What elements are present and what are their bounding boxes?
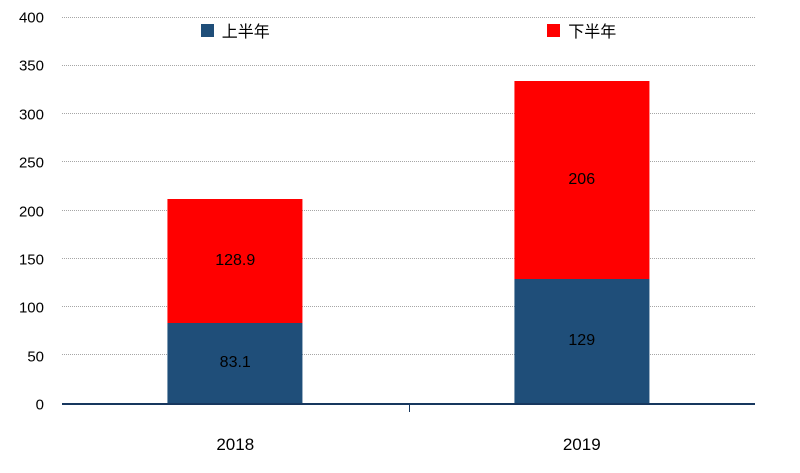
- y-tick-label: 300: [18, 106, 44, 124]
- gridline: [62, 113, 755, 115]
- gridline: [62, 257, 755, 259]
- bar-segment-2018-下半年[interactable]: 128.9: [167, 198, 303, 324]
- bar-segment-2019-下半年[interactable]: 206: [514, 80, 650, 279]
- plot-area: 83.1 128.9 129 206: [62, 17, 756, 412]
- category-slot-2018: 83.1 128.9: [62, 18, 409, 403]
- category-slot-2019: 129 206: [409, 18, 756, 403]
- legend-label-second-half: 下半年: [568, 24, 617, 41]
- y-tick-label: 100: [18, 299, 44, 317]
- x-category-label: 2018: [216, 435, 255, 454]
- data-label: 128.9: [215, 252, 256, 269]
- gridline: [62, 305, 755, 307]
- legend-item-first-half[interactable]: 上半年: [62, 18, 409, 42]
- bar-segment-2018-上半年[interactable]: 83.1: [167, 323, 303, 403]
- stacked-bar-2018[interactable]: 83.1 128.9: [167, 18, 303, 403]
- gridline: [62, 17, 755, 18]
- data-label: 83.1: [219, 354, 251, 372]
- x-axis-tick: [408, 403, 410, 412]
- gridline: [62, 161, 755, 163]
- bar-segment-2019-上半年[interactable]: 129: [514, 278, 650, 403]
- y-tick-label: 250: [18, 154, 44, 172]
- legend-swatch-second-half-icon: [547, 23, 561, 37]
- legend-item-second-half[interactable]: 下半年: [409, 18, 756, 42]
- x-axis-labels: 2018 2019: [62, 429, 755, 455]
- y-tick-label: 350: [18, 57, 44, 75]
- y-tick-label: 150: [18, 251, 44, 269]
- y-tick-label: 50: [27, 348, 44, 366]
- y-tick-label: 200: [18, 203, 44, 220]
- y-tick-label: 400: [18, 9, 44, 27]
- x-category-label: 2019: [562, 435, 601, 454]
- legend: 上半年 下半年: [62, 18, 755, 42]
- data-label: 206: [568, 170, 596, 188]
- gridline: [62, 65, 755, 67]
- gridline: [62, 353, 755, 355]
- legend-swatch-first-half-icon: [200, 23, 214, 37]
- stacked-bar-2019[interactable]: 129 206: [514, 18, 650, 403]
- data-label: 129: [568, 331, 596, 349]
- legend-label-first-half: 上半年: [221, 24, 270, 41]
- gridline: [62, 209, 755, 211]
- y-tick-label: 0: [35, 396, 44, 414]
- y-axis: 0 50 100 150 200 250 300 350 400: [0, 11, 54, 413]
